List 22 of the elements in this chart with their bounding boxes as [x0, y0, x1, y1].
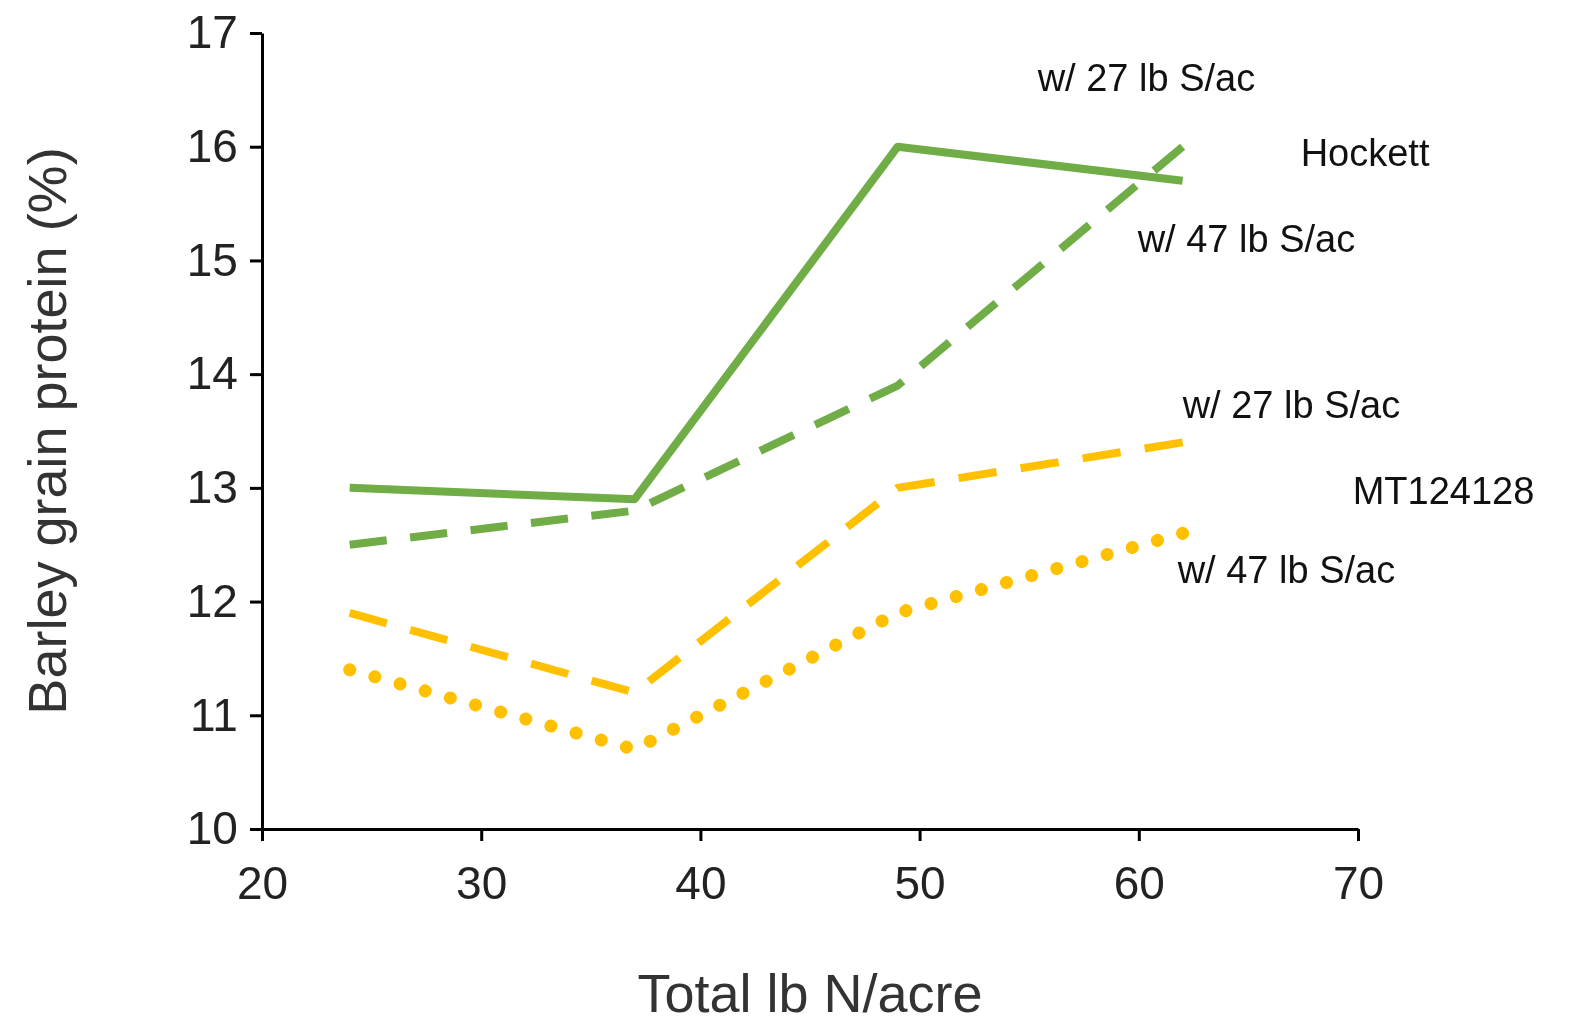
- y-tick-label: 10: [186, 802, 238, 855]
- y-tick-label: 12: [186, 574, 238, 627]
- x-tick-label: 40: [675, 857, 727, 910]
- series-label: w/ 47 lb S/ac: [1136, 217, 1356, 260]
- y-tick-label: 17: [186, 6, 238, 59]
- x-axis-title: Total lb N/acre: [637, 963, 983, 1023]
- x-tick-label: 30: [456, 857, 508, 910]
- x-tick-label: 20: [236, 857, 289, 910]
- x-tick-label: 60: [1113, 857, 1165, 910]
- series-label: w/ 27 lb S/ac: [1181, 384, 1401, 427]
- y-tick-label: 15: [186, 233, 238, 286]
- x-tick-label: 70: [1332, 857, 1385, 910]
- y-tick-label: 13: [186, 461, 238, 514]
- y-tick-label: 16: [186, 119, 238, 172]
- annotation: Hockett: [1300, 131, 1430, 174]
- series-label: w/ 47 lb S/ac: [1176, 549, 1396, 592]
- series-label: w/ 27 lb S/ac: [1036, 56, 1256, 99]
- y-axis-title: Barley grain protein (%): [17, 147, 77, 715]
- annotation: MT124128: [1352, 469, 1535, 512]
- x-tick-label: 50: [894, 857, 946, 910]
- y-tick-label: 14: [186, 347, 238, 400]
- y-tick-label: 11: [190, 688, 238, 741]
